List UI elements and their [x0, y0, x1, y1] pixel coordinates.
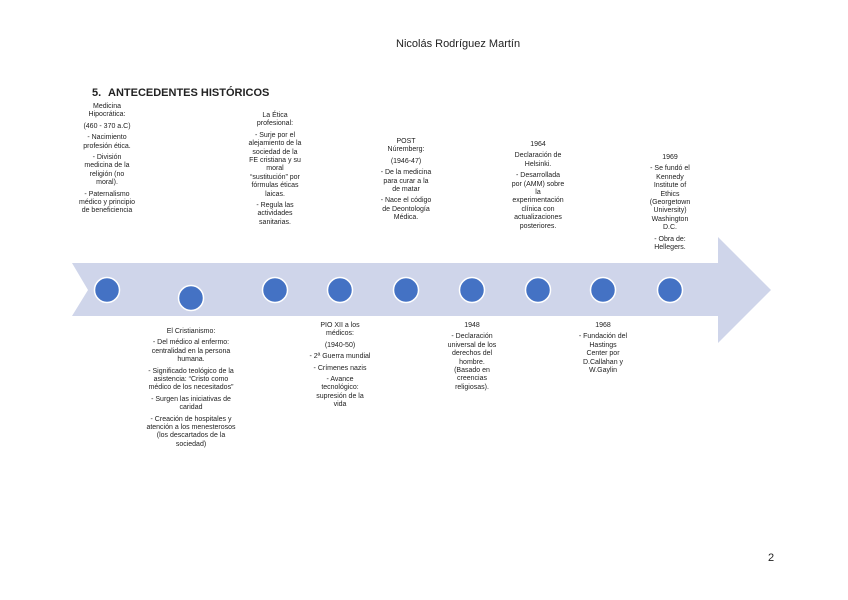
- event-line: - Desarrollada por (AMM) sobre la experi…: [511, 172, 565, 230]
- event-heading: La Ética profesional:: [256, 112, 294, 128]
- event-heading: 1968: [595, 322, 611, 329]
- event-heading: El Cristianismo:: [166, 328, 216, 335]
- event-heading: 1964: [530, 141, 546, 148]
- event-line: (1946-47): [390, 157, 422, 165]
- timeline-event: 1964 Declaración de Helsinki. - Desarrolla…: [510, 141, 566, 234]
- timeline-dot: [261, 276, 289, 304]
- timeline-dot: [93, 276, 121, 304]
- event-line: - Surgen las iniciativas de caridad: [151, 395, 231, 412]
- event-line: - Fundación del Hastings Center por D.Ca…: [578, 333, 628, 375]
- event-line: Declaración de Helsinki.: [514, 152, 562, 168]
- page-number: 2: [768, 552, 775, 564]
- event-heading: PIO XII a los médicos:: [320, 322, 360, 338]
- event-line: - Creación de hospitales y atención a lo…: [146, 415, 236, 448]
- event-line: - De la medicina para curar a la de mata…: [380, 169, 432, 194]
- section-title: ANTECEDENTES HISTÓRICOS: [108, 87, 270, 99]
- timeline-event: Medicina Hipocrática: (460 - 370 a.C) - Na…: [78, 103, 136, 219]
- timeline-dot: [392, 276, 420, 304]
- timeline-event: 1969 - Se fundó el Kennedy Institute of E…: [647, 154, 693, 255]
- event-line: - Surje por el alejamiento de la socieda…: [248, 131, 302, 198]
- timeline-event: La Ética profesional: - Surje por el alej…: [248, 112, 302, 230]
- timeline-event: PIO XII a los médicos: (1940-50) - 2ª Guer…: [309, 322, 371, 413]
- event-line: - Paternalismo médico y principio de ben…: [78, 190, 136, 215]
- timeline-dot: [458, 276, 486, 304]
- event-line: - Nace el código de Deontología Médica.: [380, 197, 432, 222]
- event-heading: 1948: [464, 322, 480, 329]
- timeline-dot: [326, 276, 354, 304]
- event-line: (460 - 370 a.C): [83, 122, 131, 130]
- event-line: - Regula las actividades sanitarias.: [256, 202, 294, 226]
- event-line: - Nacimiento profesión ética.: [83, 134, 131, 150]
- event-line: - Declaración universal de los derechos …: [447, 333, 497, 391]
- timeline-event: 1948 - Declaración universal de los derec…: [446, 322, 498, 395]
- event-line: - Avance tecnológico: supresión de la vi…: [316, 376, 364, 409]
- timeline-event: POST Núremberg: (1946-47) - De la medicina…: [379, 138, 433, 226]
- timeline-dot: [589, 276, 617, 304]
- event-line: - 2ª Guerra mundial: [309, 353, 371, 361]
- event-heading: Medicina Hipocrática:: [88, 103, 126, 119]
- timeline-dot: [177, 284, 205, 312]
- event-line: - Crímenes nazis: [313, 364, 367, 372]
- timeline-dot: [524, 276, 552, 304]
- timeline-event: El Cristianismo: - Del médico al enfermo:…: [145, 328, 237, 452]
- event-line: - Significado teológico de la asistencia…: [148, 367, 234, 392]
- section-number: 5.: [92, 87, 102, 99]
- event-heading: POST Núremberg:: [387, 138, 425, 154]
- author: Nicolás Rodríguez Martín: [396, 38, 521, 50]
- event-line: - Obra de: Hellegers.: [654, 235, 686, 252]
- event-line: - División medicina de la religión (no m…: [84, 154, 130, 187]
- event-heading: 1969: [662, 154, 678, 161]
- timeline-dot: [656, 276, 684, 304]
- event-line: - Se fundó el Kennedy Institute of Ethic…: [649, 165, 691, 232]
- event-line: - Del médico al enfermo: centralidad en …: [151, 339, 231, 364]
- event-line: (1940-50): [324, 341, 356, 349]
- timeline-event: 1968 - Fundación del Hastings Center por …: [578, 322, 628, 378]
